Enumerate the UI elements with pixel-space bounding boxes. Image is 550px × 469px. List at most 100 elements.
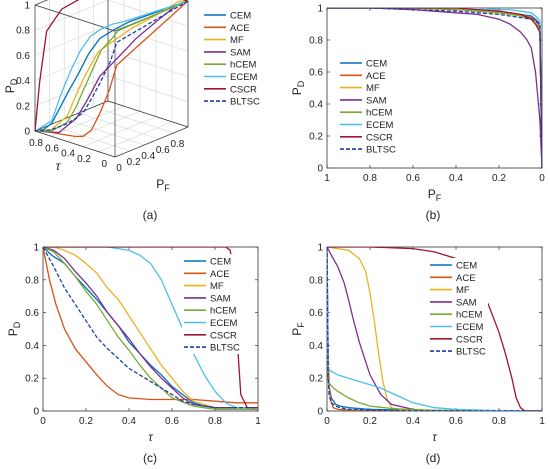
pf-tick-label: 0 (116, 163, 122, 174)
legend-label-CEM: CEM (366, 59, 387, 70)
legend-label-ECEM: ECEM (366, 120, 394, 131)
series-line-BLTSC (43, 247, 258, 409)
series-line-BLTSC (327, 247, 542, 411)
x-tick-label: 0.4 (122, 416, 136, 427)
x-tick-label: 0.8 (363, 173, 377, 184)
grid-wall (34, 25, 109, 56)
pd-tick-label: 0.2 (16, 101, 30, 112)
svg-text:τ: τ (148, 430, 154, 444)
legend-label-hCEM: hCEM (230, 60, 256, 71)
z-axis-label: PD (3, 78, 19, 93)
series-line-CSCR (43, 247, 258, 409)
tau-tick-label: 0.4 (61, 149, 75, 160)
legend-label-BLTSC: BLTSC (230, 97, 260, 108)
legend-label-MF: MF (210, 281, 224, 292)
legend-label-hCEM: hCEM (210, 306, 236, 317)
legend-label-BLTSC: BLTSC (210, 343, 240, 354)
grid-floor (49, 124, 130, 152)
grid-wall (107, 75, 189, 103)
x-tick-label: 0 (539, 173, 545, 184)
grid-wall (107, 50, 189, 77)
series-line-CEM (34, 0, 189, 132)
x-axis-label: τ (56, 159, 62, 173)
svg-text:PD: PD (290, 80, 306, 95)
series-line-SAM (327, 247, 542, 411)
y-axis-label: PF (156, 177, 170, 193)
svg-text:PD: PD (3, 78, 19, 93)
x-axis-label: τ (432, 430, 438, 444)
y-tick-label: 1 (317, 243, 323, 254)
legend-label-CSCR: CSCR (456, 334, 483, 345)
legend-label-CEM: CEM (230, 11, 251, 22)
y-tick-label: 0.4 (25, 341, 39, 352)
panel-caption: (b) (426, 208, 441, 222)
svg-text:τ: τ (56, 159, 62, 173)
pd-tick-label: 0.4 (16, 76, 30, 87)
y-tick-label: 0.8 (309, 275, 323, 286)
svg-text:τ: τ (432, 430, 438, 444)
grid-wall (34, 75, 109, 107)
tau-tick-label: 0.6 (45, 143, 59, 154)
y-tick-label: 0.6 (309, 308, 323, 319)
series-line-SAM (43, 247, 258, 409)
x-tick-label: 0.4 (449, 173, 463, 184)
series-line-ECEM (34, 0, 189, 132)
x-tick-label: 0.2 (79, 416, 93, 427)
series-line-ECEM (327, 247, 542, 411)
legend-label-CSCR: CSCR (230, 84, 257, 95)
x-tick-label: 0.8 (492, 416, 506, 427)
x-tick-label: 0 (324, 416, 330, 427)
panel-caption: (d) (426, 451, 441, 465)
grid-floor (82, 116, 157, 147)
x-tick-label: 0.6 (449, 416, 463, 427)
panel-caption: (a) (143, 208, 158, 222)
series-line-ECEM (327, 8, 542, 168)
legend-label-ECEM: ECEM (456, 322, 484, 333)
y-tick-label: 0 (317, 407, 323, 418)
legend-box (428, 258, 488, 358)
legend-label-ECEM: ECEM (210, 318, 238, 329)
x-axis-label: τ (148, 430, 154, 444)
x-tick-label: 0.6 (406, 173, 420, 184)
x-tick-label: 1 (255, 416, 261, 427)
pf-tick-label: 0.8 (170, 139, 184, 150)
svg-text:PF: PF (156, 177, 170, 193)
legend-label-MF: MF (366, 83, 380, 94)
series-line-CSCR (327, 8, 542, 168)
y-axis-label: PF (290, 322, 306, 336)
legend-label-SAM: SAM (366, 95, 387, 106)
legend-label-ACE: ACE (210, 269, 230, 280)
grid-floor (50, 105, 125, 137)
legend-label-ACE: ACE (366, 71, 386, 82)
pd-tick-label: 0.8 (16, 26, 30, 37)
tau-tick-label: 0.2 (77, 154, 91, 165)
pf-tick-label: 0.4 (141, 151, 155, 162)
grid-floor (93, 106, 174, 134)
legend-label-SAM: SAM (210, 293, 231, 304)
series-line-ACE (34, 0, 189, 138)
y-tick-label: 0.6 (25, 308, 39, 319)
grid-wall (183, 0, 189, 2)
legend-label-CSCR: CSCR (366, 132, 393, 143)
legend-label-BLTSC: BLTSC (366, 145, 396, 156)
y-tick-label: 0 (33, 407, 39, 418)
tau-tick-label: 0.8 (29, 138, 43, 149)
panel-caption: (c) (143, 451, 157, 465)
svg-text:PD: PD (6, 321, 22, 336)
tau-tick-label: 0 (101, 159, 107, 170)
legend-box (202, 8, 262, 108)
x-axis-label: PF (428, 187, 442, 203)
legend-label-CEM: CEM (456, 261, 477, 272)
x-tick-label: 0.2 (363, 416, 377, 427)
x-tick-label: 0.4 (406, 416, 420, 427)
legend-label-MF: MF (230, 35, 244, 46)
x-tick-label: 0.2 (492, 173, 506, 184)
y-tick-label: 0.8 (309, 36, 323, 47)
series-line-ACE (43, 247, 258, 404)
series-line-CSCR (34, 0, 189, 132)
y-axis-label: PD (290, 80, 306, 95)
box-edge (114, 126, 189, 158)
x-tick-label: 1 (324, 173, 330, 184)
